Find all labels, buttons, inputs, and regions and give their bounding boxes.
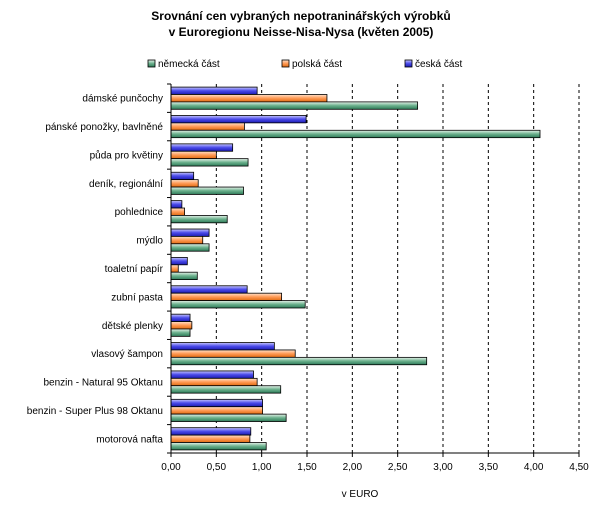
bar-ceska-cast-mydlo <box>170 228 210 237</box>
bar-polska-cast-zubni-pasta <box>170 292 283 301</box>
bar-nemecka-cast-puda-pro-kvetiny <box>170 158 249 167</box>
gridlines <box>215 84 580 453</box>
category-label: vlasový šampon <box>91 349 163 360</box>
category-label: deník, regionální <box>89 179 163 190</box>
bar-polska-cast-pohlednice <box>170 207 185 216</box>
bar-nemecka-cast-vlasovy-sampon <box>170 356 428 366</box>
bars <box>170 86 541 451</box>
bar-nemecka-cast-motorova-nafta <box>170 442 267 451</box>
bar-nemecka-cast-panske-ponozky-bavlnene <box>170 129 541 139</box>
legend-label: polská část <box>292 59 342 70</box>
x-tick-label: 0,00 <box>161 462 181 473</box>
bar-ceska-cast-benzin-super-plus-98-oktanu <box>170 398 263 408</box>
legend-swatch <box>404 59 413 68</box>
x-axis-title: v EURO <box>342 489 379 500</box>
x-tick-label: 3,50 <box>479 462 499 473</box>
category-label: půda pro květiny <box>90 149 163 161</box>
chart-title-line-1: Srovnání cen vybraných nepotraninářských… <box>151 9 451 23</box>
x-tick-label: 1,50 <box>297 462 317 473</box>
x-tick-label: 2,00 <box>343 462 363 473</box>
category-label: dětské plenky <box>102 321 163 332</box>
category-label: benzin - Super Plus 98 Oktanu <box>27 406 163 417</box>
bar-nemecka-cast-denik-regionalni <box>170 186 244 195</box>
x-tick-label: 0,50 <box>207 462 227 473</box>
bar-nemecka-cast-benzin-natural-95-oktanu <box>170 385 282 394</box>
legend-swatch <box>281 59 290 68</box>
legend: německá část polská část česká část <box>147 59 462 70</box>
bar-polska-cast-motorova-nafta <box>170 434 251 443</box>
category-label: mýdlo <box>136 236 163 247</box>
x-tick-label: 2,50 <box>388 462 408 473</box>
legend-item-ceska-cast: česká část <box>404 59 462 70</box>
bar-nemecka-cast-damske-puncochy <box>170 101 419 110</box>
bar-nemecka-cast-toaletni-papir <box>170 271 198 281</box>
bar-polska-cast-damske-puncochy <box>170 94 328 103</box>
bar-nemecka-cast-benzin-super-plus-98-oktanu <box>170 413 287 422</box>
category-label: pánské ponožky, bavlněné <box>45 122 163 133</box>
bar-ceska-cast-benzin-natural-95-oktanu <box>170 370 254 379</box>
bar-ceska-cast-detske-plenky <box>170 313 191 322</box>
bar-polska-cast-benzin-super-plus-98-oktanu <box>170 406 263 415</box>
category-label: motorová nafta <box>96 434 163 445</box>
x-tick-label: 4,00 <box>524 462 544 473</box>
category-labels: dámské punčochy pánské ponožky, bavlněné p… <box>27 94 164 446</box>
x-tick-label: 1,00 <box>252 462 272 473</box>
bar-polska-cast-vlasovy-sampon <box>170 349 296 358</box>
bar-ceska-cast-pohlednice <box>170 200 183 209</box>
bar-polska-cast-detske-plenky <box>170 321 193 330</box>
bar-nemecka-cast-detske-plenky <box>170 328 191 337</box>
x-tick-label: 3,00 <box>433 462 453 473</box>
legend-label: německá část <box>158 59 220 70</box>
bar-ceska-cast-motorova-nafta <box>170 427 252 436</box>
category-label: dámské punčochy <box>82 94 163 105</box>
bar-ceska-cast-panske-ponozky-bavlnene <box>170 115 307 124</box>
x-tick-labels: 0,00 0,50 1,00 1,50 2,00 2,50 3,00 3,50 4,00 4,50 <box>161 462 589 473</box>
category-label: zubní pasta <box>111 292 163 303</box>
bar-ceska-cast-toaletni-papir <box>170 256 188 266</box>
bar-nemecka-cast-zubni-pasta <box>170 300 306 309</box>
bar-ceska-cast-damske-puncochy <box>170 86 258 95</box>
bar-ceska-cast-vlasovy-sampon <box>170 342 275 351</box>
category-label: benzin - Natural 95 Oktanu <box>43 378 163 389</box>
category-label: pohlednice <box>115 207 164 218</box>
bar-polska-cast-mydlo <box>170 236 204 245</box>
legend-label: česká část <box>415 59 462 70</box>
bar-ceska-cast-denik-regionalni <box>170 171 195 181</box>
legend-swatch <box>147 59 156 68</box>
bar-polska-cast-denik-regionalni <box>170 179 199 188</box>
chart-title: Srovnání cen vybraných nepotraninářských… <box>0 8 602 40</box>
bar-polska-cast-benzin-natural-95-oktanu <box>170 377 258 387</box>
bar-polska-cast-puda-pro-kvetiny <box>170 150 217 160</box>
bar-polska-cast-panske-ponozky-bavlnene <box>170 122 245 131</box>
bar-ceska-cast-puda-pro-kvetiny <box>170 143 234 152</box>
category-label: toaletní papír <box>105 264 164 275</box>
axes <box>167 83 580 457</box>
legend-item-polska-cast: polská část <box>281 59 342 70</box>
bar-polska-cast-toaletni-papir <box>170 264 179 273</box>
legend-item-nemecka-cast: německá část <box>147 59 220 70</box>
x-tick-label: 4,50 <box>569 462 589 473</box>
bar-nemecka-cast-pohlednice <box>170 215 228 224</box>
bar-nemecka-cast-mydlo <box>170 243 210 252</box>
bar-ceska-cast-zubni-pasta <box>170 285 248 294</box>
chart-title-line-2: v Euroregionu Neisse-Nisa-Nysa (květen 2… <box>168 25 434 39</box>
